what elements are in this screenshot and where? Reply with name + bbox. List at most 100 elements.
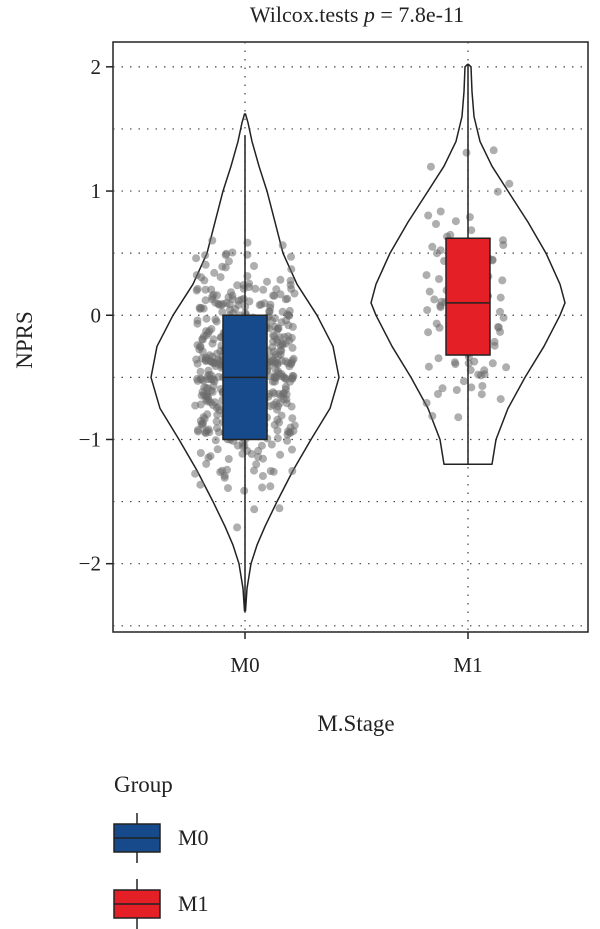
jitter-point: [218, 308, 227, 316]
jitter-point: [250, 466, 258, 475]
jitter-point: [213, 410, 222, 419]
legend-title: Group: [114, 772, 173, 797]
jitter-point: [239, 284, 248, 293]
x-tick-label: M1: [453, 653, 482, 677]
jitter-point: [258, 472, 267, 480]
jitter-point: [228, 248, 237, 257]
jitter-point: [425, 287, 434, 296]
jitter-point: [279, 389, 288, 398]
jitter-point: [203, 397, 212, 406]
y-tick-label: −1: [79, 427, 101, 451]
chart-title: Wilcox.tests p = 7.8e-11: [250, 2, 464, 27]
jitter-point: [250, 262, 258, 270]
jitter-point: [224, 257, 233, 266]
jitter-point: [222, 298, 231, 307]
jitter-point: [428, 242, 437, 251]
jitter-point: [258, 483, 267, 492]
jitter-point: [277, 318, 286, 327]
violin-m0: [150, 113, 340, 612]
jitter-point: [496, 395, 505, 404]
jitter-point: [196, 416, 205, 425]
x-axis-title: M.Stage: [317, 711, 394, 736]
jitter-point: [435, 275, 443, 283]
jitter-point: [247, 450, 256, 458]
jitter-point: [196, 449, 205, 457]
jitter-point: [208, 236, 217, 245]
jitter-point: [430, 295, 439, 304]
jitter-point: [207, 285, 216, 294]
jitter-point: [210, 268, 219, 277]
jitter-point: [234, 296, 243, 305]
jitter-point: [226, 305, 234, 314]
jitter-point: [201, 260, 210, 269]
jitter-point: [259, 285, 268, 294]
jitter-point: [289, 354, 298, 363]
jitter-point: [211, 436, 220, 445]
jitter-point: [287, 252, 295, 261]
jitter-point: [284, 427, 292, 436]
jitter-point: [284, 321, 293, 330]
jitter-point: [480, 370, 489, 379]
jitter-point: [257, 300, 266, 309]
jitter-point: [499, 313, 508, 322]
jitter-point: [194, 427, 202, 436]
jitter-point: [426, 162, 435, 171]
jitter-point: [251, 284, 260, 293]
jitter-point: [208, 339, 217, 348]
jitter-point: [269, 291, 278, 300]
jitter-point: [195, 303, 204, 312]
jitter-point: [273, 426, 282, 435]
jitter-point: [283, 294, 292, 303]
jitter-point: [451, 217, 460, 226]
jitter-point: [212, 317, 221, 326]
jitter-point: [422, 271, 431, 280]
jitter-point: [454, 413, 463, 422]
jitter-point: [436, 303, 445, 312]
jitter-point: [245, 279, 254, 288]
jitter-point: [488, 359, 497, 368]
y-axis-title: NPRS: [12, 311, 37, 369]
jitter-point: [221, 263, 230, 272]
jitter-point: [272, 285, 281, 294]
jitter-point: [196, 374, 205, 383]
jitter-point: [273, 434, 282, 443]
jitter-point: [220, 473, 229, 482]
jitter-point: [493, 187, 502, 196]
jitter-point: [276, 450, 285, 459]
jitter-point: [213, 424, 221, 433]
jitter-point: [474, 370, 483, 379]
jitter-point: [423, 306, 432, 315]
jitter-point: [269, 388, 277, 397]
jitter-point: [208, 352, 217, 361]
jitter-point: [505, 179, 514, 188]
jitter-point: [288, 467, 297, 475]
jitter-point: [196, 480, 205, 489]
jitter-point: [224, 484, 232, 493]
jitter-point: [496, 307, 504, 316]
jitter-point: [432, 220, 440, 228]
jitter-point: [498, 276, 507, 285]
jitter-point: [196, 342, 205, 351]
jitter-point: [268, 377, 277, 386]
jitter-point: [288, 343, 297, 352]
jitter-point: [478, 382, 487, 390]
jitter-point: [266, 482, 275, 491]
jitter-point: [502, 363, 511, 372]
jitter-point: [284, 311, 293, 320]
jitter-point: [204, 453, 213, 462]
jitter-point: [259, 454, 267, 463]
jitter-point: [254, 446, 263, 455]
jitter-point: [263, 277, 271, 286]
jitter-point: [278, 307, 287, 316]
jitter-point: [436, 207, 445, 216]
legend: Group M0 M1: [113, 772, 209, 929]
jitter-point: [282, 395, 291, 404]
title-value: = 7.8e-11: [375, 2, 464, 27]
jitter-point: [203, 384, 212, 393]
jitter-point: [207, 375, 216, 384]
title-p: p: [362, 2, 375, 27]
jitter-point: [276, 275, 285, 284]
jitter-point: [499, 236, 507, 245]
jitter-point: [462, 148, 471, 157]
jitter-point: [438, 384, 447, 393]
